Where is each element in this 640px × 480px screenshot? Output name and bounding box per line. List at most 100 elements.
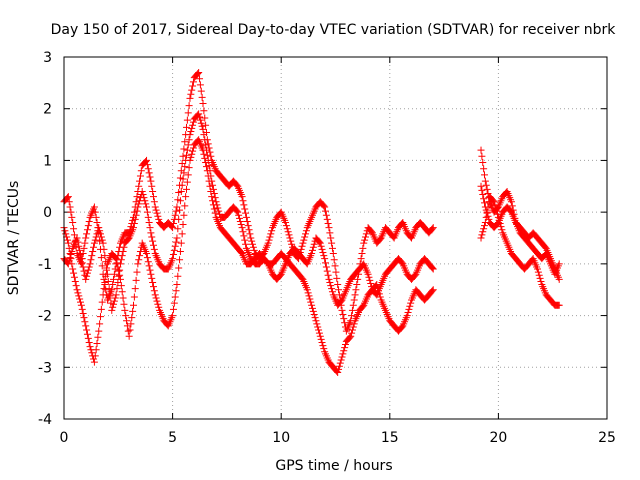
data-point [139, 191, 147, 199]
data-point [196, 81, 204, 89]
data-point [112, 291, 120, 299]
data-point [116, 271, 124, 279]
data-point [196, 75, 204, 83]
data-point [328, 244, 336, 252]
data-point [203, 167, 211, 175]
data-point [183, 123, 191, 131]
data-point [145, 218, 153, 226]
data-point [196, 116, 204, 124]
y-tick-label: -2 [38, 309, 52, 325]
data-point [114, 263, 122, 271]
data-point [199, 125, 207, 133]
data-point [405, 305, 413, 313]
data-point [237, 221, 245, 229]
data-point [497, 223, 505, 231]
data-point [478, 152, 486, 160]
data-point [507, 198, 515, 206]
data-point [322, 259, 330, 267]
data-point [117, 256, 125, 264]
data-point [142, 200, 150, 208]
data-point [181, 163, 189, 171]
data-point [146, 266, 154, 274]
data-point [195, 110, 203, 118]
data-point [310, 240, 318, 248]
data-point [175, 215, 183, 223]
data-point [358, 250, 366, 258]
data-point [132, 211, 140, 219]
data-point [104, 277, 112, 285]
data-point [90, 203, 98, 211]
data-point [330, 256, 338, 264]
data-point [302, 227, 310, 235]
data-point [429, 224, 437, 232]
data-point [315, 326, 323, 334]
series-track-3 [60, 136, 437, 376]
data-point [91, 208, 99, 216]
data-point [374, 284, 382, 292]
data-point [75, 242, 83, 250]
data-point [124, 235, 132, 243]
data-point [411, 271, 419, 279]
data-point [287, 237, 295, 245]
data-point [141, 197, 149, 205]
x-tick-label: 25 [598, 430, 616, 446]
data-point [347, 332, 355, 340]
data-point [97, 233, 105, 241]
y-tick-labels: -4 -3 -2 -1 0 1 2 3 [38, 50, 52, 428]
data-point [312, 317, 320, 325]
data-point [189, 147, 197, 155]
data-point [249, 240, 257, 248]
data-point [428, 264, 436, 272]
data-point [317, 335, 325, 343]
data-point [555, 301, 563, 309]
data-point [282, 222, 290, 230]
data-point [119, 247, 127, 255]
data-point [189, 121, 197, 129]
data-point [300, 236, 308, 244]
data-point [89, 247, 97, 255]
data-point [366, 276, 374, 284]
data-point [373, 281, 381, 289]
data-point [429, 286, 437, 294]
data-point [210, 205, 218, 213]
data-point [533, 265, 541, 273]
data-point [359, 244, 367, 252]
data-point [79, 263, 87, 271]
data-point [483, 185, 491, 193]
data-point [102, 272, 110, 280]
data-point [208, 193, 216, 201]
data-point [90, 355, 98, 363]
data-point [151, 203, 159, 211]
data-point [481, 177, 489, 185]
data-point [320, 202, 328, 210]
data-point [82, 234, 90, 242]
data-point [149, 187, 157, 195]
data-point [124, 327, 132, 335]
data-point [176, 247, 184, 255]
data-point [150, 245, 158, 253]
data-point [169, 312, 177, 320]
data-point [110, 297, 118, 305]
data-point [329, 250, 337, 258]
data-point [481, 203, 489, 211]
data-point [94, 333, 102, 341]
data-point [183, 151, 191, 159]
data-point [492, 204, 500, 212]
data-point [375, 287, 383, 295]
data-point [95, 224, 103, 232]
data-point [316, 332, 324, 340]
data-point [83, 326, 91, 334]
data-point [348, 329, 356, 337]
data-point [350, 320, 358, 328]
data-point [189, 82, 197, 90]
data-point [99, 239, 107, 247]
data-point [555, 275, 563, 283]
data-point [334, 368, 342, 376]
data-point [184, 109, 192, 117]
data-points [60, 69, 563, 376]
data-point [484, 190, 492, 198]
data-point [181, 138, 189, 146]
data-point [90, 239, 98, 247]
data-point [535, 271, 543, 279]
data-point [65, 244, 73, 252]
